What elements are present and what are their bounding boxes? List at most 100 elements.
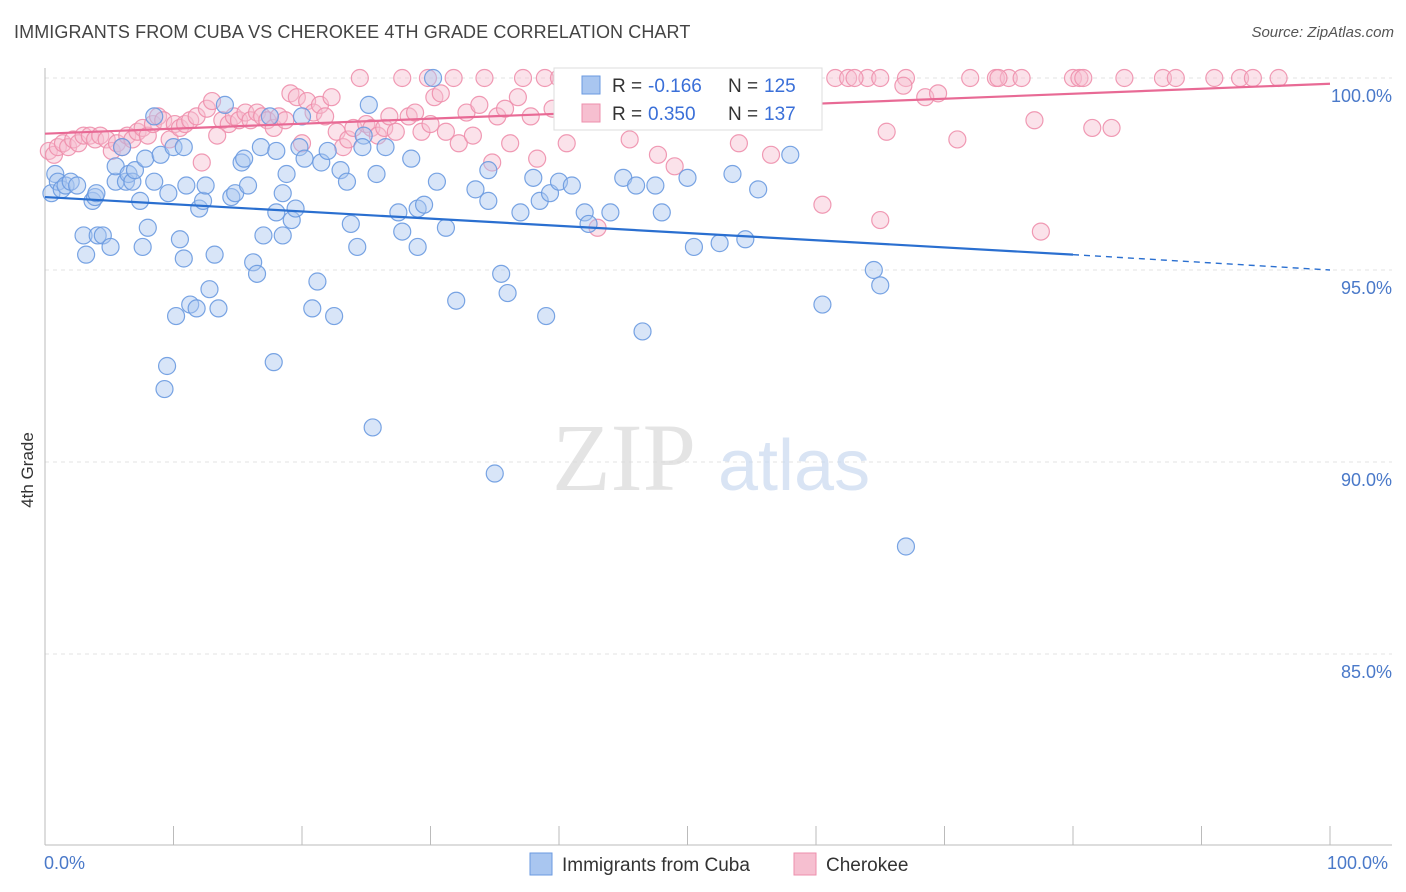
cherokee-point — [1166, 68, 1185, 88]
cherokee-point — [535, 68, 554, 88]
cuba-point — [652, 203, 671, 222]
cuba-point — [145, 172, 164, 191]
cuba-point — [337, 172, 357, 191]
series-legend-swatch-cuba — [529, 852, 553, 876]
cuba-point — [633, 322, 652, 341]
cuba-point — [260, 107, 279, 126]
cherokee-point — [871, 210, 890, 230]
cherokee-point — [928, 84, 948, 103]
watermark-atlas: atlas — [718, 426, 870, 506]
legend-n-value-2: 137 — [764, 104, 796, 125]
cuba-point — [710, 234, 729, 253]
cuba-point — [290, 138, 309, 157]
cherokee-point — [1243, 68, 1263, 88]
cuba-point — [177, 176, 196, 195]
legend-n-label-2: N = — [728, 104, 758, 125]
cherokee-point — [999, 68, 1018, 88]
cherokee-point — [276, 111, 295, 130]
cherokee-point — [1205, 68, 1224, 88]
cuba-point — [145, 107, 164, 126]
cherokee-point — [1031, 222, 1050, 241]
cuba-point — [130, 191, 150, 210]
grid-lines — [45, 77, 1392, 655]
cuba-point — [466, 180, 485, 199]
legend-swatch-pink — [581, 103, 601, 123]
cuba-point — [125, 161, 145, 180]
cherokee-point — [1070, 68, 1089, 88]
cuba-point — [813, 295, 832, 314]
cuba-point — [376, 138, 395, 157]
cherokee-point — [1153, 68, 1173, 88]
cuba-point — [174, 249, 193, 268]
cuba-point — [238, 176, 258, 195]
cuba-point — [166, 306, 186, 326]
cuba-point — [277, 164, 296, 184]
cherokee-point — [513, 68, 533, 88]
cuba-point — [77, 245, 96, 264]
cherokee-point — [187, 107, 206, 126]
cuba-point — [187, 299, 206, 318]
cherokee-point — [989, 68, 1008, 88]
cherokee-point — [287, 88, 306, 107]
legend-r-label-2: R = — [612, 104, 642, 125]
cuba-point — [267, 203, 286, 222]
cherokee-point — [475, 68, 494, 88]
cuba-point — [646, 176, 665, 195]
y-axis-label: 4th Grade — [18, 432, 37, 508]
cherokee-point — [871, 68, 890, 88]
cuba-point — [267, 141, 286, 161]
cherokee-point — [418, 68, 438, 88]
cuba-point — [295, 149, 314, 168]
cherokee-point — [620, 130, 639, 149]
cuba-point — [423, 68, 443, 88]
legend-n-label-1: N = — [728, 76, 758, 97]
cuba-point — [318, 141, 337, 161]
cherokee-point — [729, 134, 749, 153]
cuba-point — [215, 95, 234, 114]
cuba-point — [331, 161, 350, 180]
cuba-point — [723, 164, 742, 184]
cherokee-point — [1074, 68, 1093, 88]
cuba-point — [254, 226, 273, 245]
cherokee-point — [470, 95, 489, 114]
watermark-zip: ZIP — [552, 404, 696, 511]
cuba-point — [303, 299, 322, 318]
cuba-point — [864, 260, 883, 280]
cuba-point — [112, 138, 132, 157]
cherokee-point — [839, 68, 858, 88]
cuba-point — [579, 214, 598, 234]
cuba-point — [498, 283, 517, 303]
cherokee-point — [1025, 111, 1044, 130]
cuba-point — [273, 184, 292, 203]
cherokee-point — [894, 76, 913, 95]
cuba-point — [601, 203, 620, 222]
cuba-point — [68, 176, 87, 195]
cuba-point — [157, 356, 177, 376]
cherokee-point — [386, 122, 405, 141]
y-tick-labels: 85.0% 90.0% 95.0% 100.0% — [1331, 86, 1392, 682]
legend-swatch-blue — [581, 75, 601, 95]
stats-legend: R = -0.166 N = 125 R = 0.350 N = 137 — [553, 67, 823, 131]
axes — [44, 68, 1392, 846]
cuba-point — [244, 253, 263, 272]
cuba-point — [562, 176, 581, 195]
cuba-point — [427, 172, 447, 191]
cuba-trend-line — [44, 195, 1074, 256]
cherokee-point — [405, 103, 425, 122]
cuba-point — [684, 237, 704, 257]
cherokee-point — [961, 68, 980, 88]
cherokee-point — [648, 145, 668, 164]
cuba-point — [530, 191, 549, 210]
cuba-point — [871, 276, 890, 295]
cuba-point — [353, 138, 372, 157]
cherokee-point — [761, 145, 781, 164]
cherokee-point — [339, 130, 358, 149]
cuba-point — [678, 168, 697, 187]
cuba-point — [736, 230, 755, 249]
cuba-point — [479, 161, 498, 180]
cuba-point — [209, 299, 228, 318]
cherokee-point — [508, 88, 527, 107]
cherokee-point — [380, 107, 399, 126]
cuba-point — [273, 226, 292, 245]
